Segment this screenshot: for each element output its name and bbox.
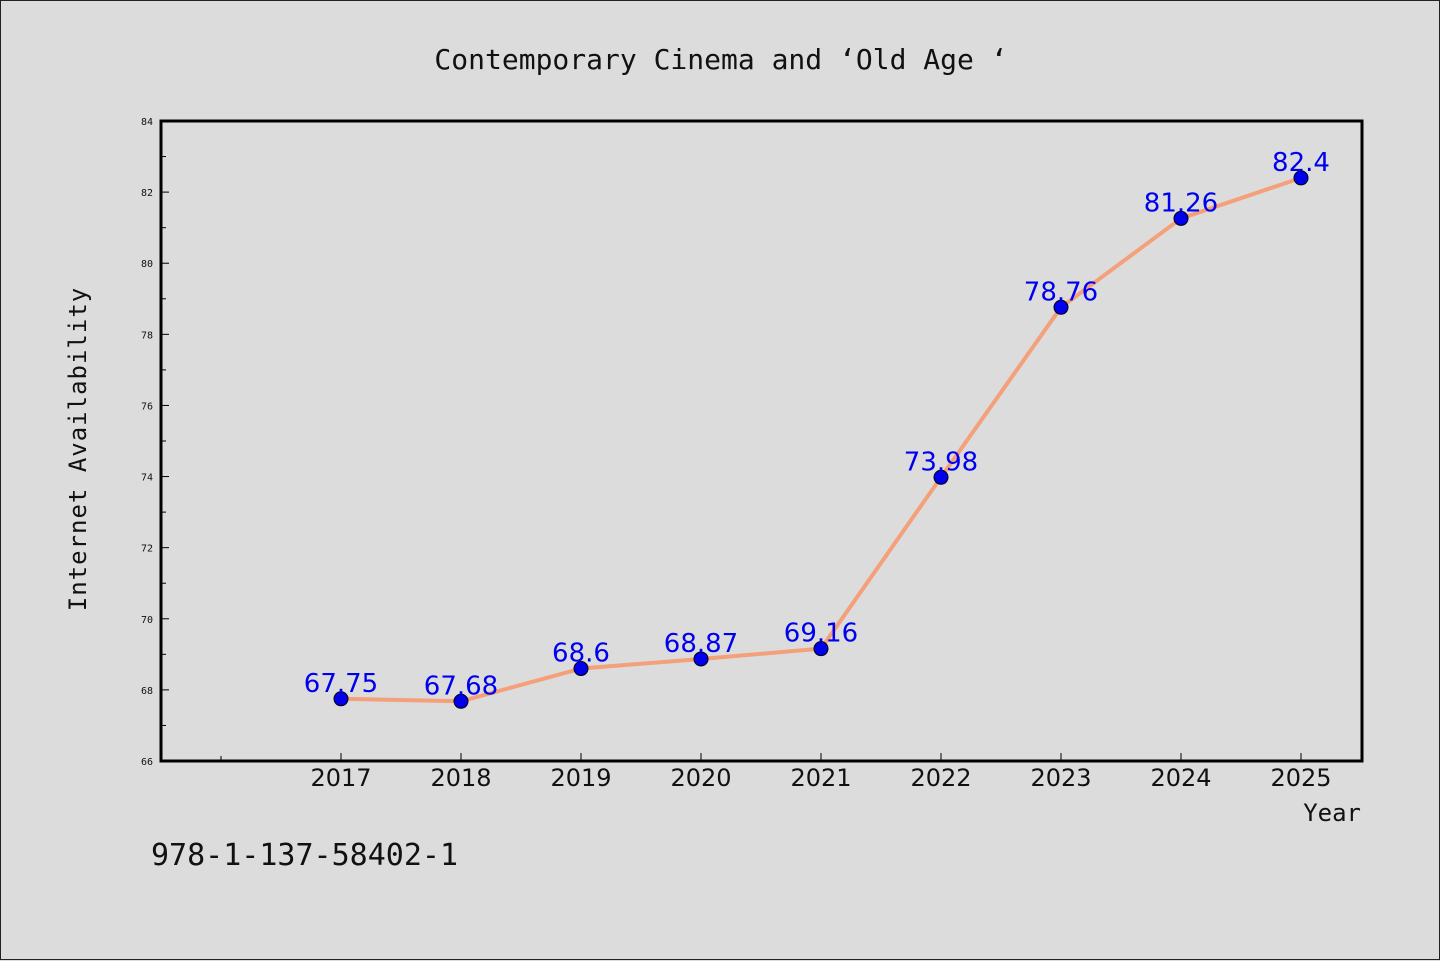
x-tick-label: 2019 bbox=[550, 764, 611, 792]
x-axis-label: Year bbox=[1303, 799, 1361, 827]
y-tick-label: 80 bbox=[141, 259, 153, 270]
x-tick-label: 2022 bbox=[910, 764, 971, 792]
y-tick-label: 66 bbox=[141, 757, 153, 768]
data-point bbox=[933, 469, 949, 485]
data-label: 68.87 bbox=[664, 629, 738, 659]
data-label: 67.68 bbox=[424, 671, 498, 701]
data-label: 69.16 bbox=[784, 619, 858, 649]
x-tick-label: 2017 bbox=[310, 764, 371, 792]
y-tick-label: 74 bbox=[141, 473, 153, 484]
data-point bbox=[333, 691, 349, 707]
y-tick-label: 70 bbox=[141, 615, 153, 626]
data-label: 78.76 bbox=[1024, 277, 1098, 307]
y-axis-ticks: 66 68 70 72 74 76 78 80 82 84 bbox=[141, 117, 169, 768]
y-tick-label: 72 bbox=[141, 544, 153, 555]
y-tick-label: 78 bbox=[141, 330, 153, 341]
y-tick-label: 84 bbox=[141, 117, 153, 128]
x-tick-label: 2025 bbox=[1270, 764, 1331, 792]
x-tick-label: 2024 bbox=[1150, 764, 1211, 792]
y-tick-label: 76 bbox=[141, 401, 153, 412]
data-point bbox=[573, 661, 589, 677]
data-label: 67.75 bbox=[304, 669, 378, 699]
isbn-number: 978-1-137-58402-1 bbox=[151, 838, 458, 873]
y-axis-label: Internet Availability bbox=[64, 287, 92, 611]
data-label: 68.6 bbox=[552, 639, 610, 669]
data-point bbox=[1293, 170, 1309, 186]
x-axis-ticks: 2017 2018 2019 2020 2021 2022 2023 2024 2025 bbox=[220, 753, 1332, 792]
x-tick-label: 2021 bbox=[790, 764, 851, 792]
x-tick-label: 2023 bbox=[1030, 764, 1091, 792]
x-tick-label: 2020 bbox=[670, 764, 731, 792]
data-label: 82.4 bbox=[1272, 148, 1330, 178]
data-label: 73.98 bbox=[904, 447, 978, 477]
data-label: 81.26 bbox=[1144, 188, 1218, 218]
data-point bbox=[453, 693, 469, 709]
data-point bbox=[1053, 299, 1069, 315]
series-layer: 67.75 67.68 68.6 68.87 69.16 73.98 78.76 81.26 8… bbox=[304, 148, 1330, 709]
chart-title: Contemporary Cinema and ‘Old Age ‘ bbox=[434, 43, 1007, 76]
data-point bbox=[813, 641, 829, 657]
y-tick-label: 68 bbox=[141, 686, 153, 697]
y-tick-label: 82 bbox=[141, 188, 153, 199]
data-point bbox=[693, 651, 709, 667]
data-point bbox=[1173, 210, 1189, 226]
x-tick-label: 2018 bbox=[430, 764, 491, 792]
